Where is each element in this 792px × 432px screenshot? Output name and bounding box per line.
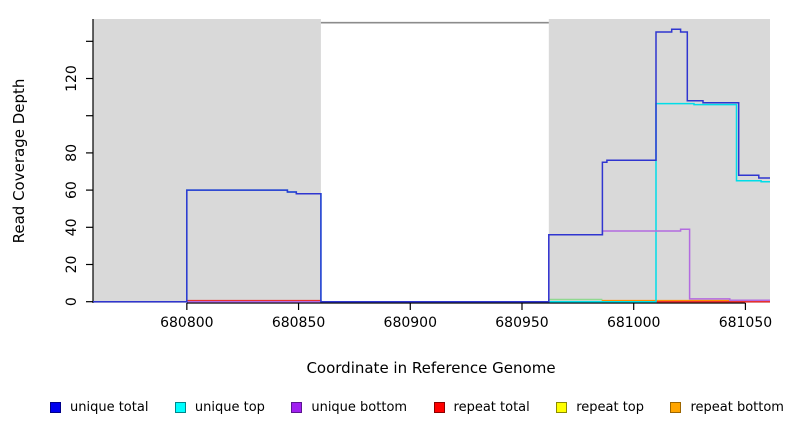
legend: unique total unique top unique bottom repea… bbox=[50, 393, 784, 421]
legend-item-unique-bottom: unique bottom bbox=[291, 400, 407, 415]
y-tick-label: 40 bbox=[64, 218, 80, 236]
shaded-region bbox=[548, 19, 770, 303]
legend-swatch-unique-bottom-icon bbox=[291, 401, 303, 413]
legend-swatch-unique-top-icon bbox=[174, 401, 186, 413]
legend-item-repeat-top: repeat top bbox=[556, 400, 644, 415]
shaded-region bbox=[93, 19, 321, 303]
legend-label: repeat bottom bbox=[690, 399, 784, 415]
legend-label: unique total bbox=[70, 399, 149, 415]
series-unique-total bbox=[93, 28, 770, 303]
legend-item-unique-total: unique total bbox=[50, 400, 148, 415]
y-tick-label: 80 bbox=[64, 144, 80, 162]
legend-item-repeat-total: repeat total bbox=[433, 399, 530, 415]
y-axis-title: Read Coverage Depth bbox=[10, 79, 28, 244]
series-layer bbox=[93, 28, 770, 303]
y-tick-label: 120 bbox=[64, 65, 80, 92]
x-tick-label: 681000 bbox=[607, 315, 660, 331]
legend-swatch-repeat-top-icon bbox=[556, 401, 568, 413]
plot-background-layer bbox=[93, 19, 770, 303]
legend-label: repeat total bbox=[453, 399, 530, 415]
legend-swatch-repeat-bottom-icon bbox=[670, 401, 682, 413]
legend-label: repeat top bbox=[576, 399, 644, 415]
legend-label: unique bottom bbox=[311, 399, 408, 415]
x-tick-label: 681050 bbox=[719, 315, 772, 331]
legend-label: unique top bbox=[194, 399, 265, 415]
x-tick-label: 680900 bbox=[384, 315, 437, 331]
legend-swatch-repeat-total-icon bbox=[433, 401, 445, 413]
axes-layer: 680800 680850 680900 680950 681000 681050 0 20 4… bbox=[64, 19, 772, 331]
x-tick-label: 680800 bbox=[160, 315, 213, 331]
legend-item-unique-top: unique top bbox=[174, 399, 265, 415]
legend-item-repeat-bottom: repeat bottom bbox=[670, 400, 784, 415]
y-tick-label: 0 bbox=[64, 297, 80, 306]
x-tick-label: 680950 bbox=[495, 315, 548, 331]
y-tick-label: 60 bbox=[64, 181, 80, 199]
x-axis-title: Coordinate in Reference Genome bbox=[306, 359, 555, 377]
x-tick-label: 680850 bbox=[272, 315, 325, 331]
coverage-plot: 680800 680850 680900 680950 681000 681050 0 20 4… bbox=[10, 19, 772, 377]
legend-swatch-unique-total-icon bbox=[50, 401, 61, 413]
y-tick-label: 20 bbox=[64, 256, 80, 274]
